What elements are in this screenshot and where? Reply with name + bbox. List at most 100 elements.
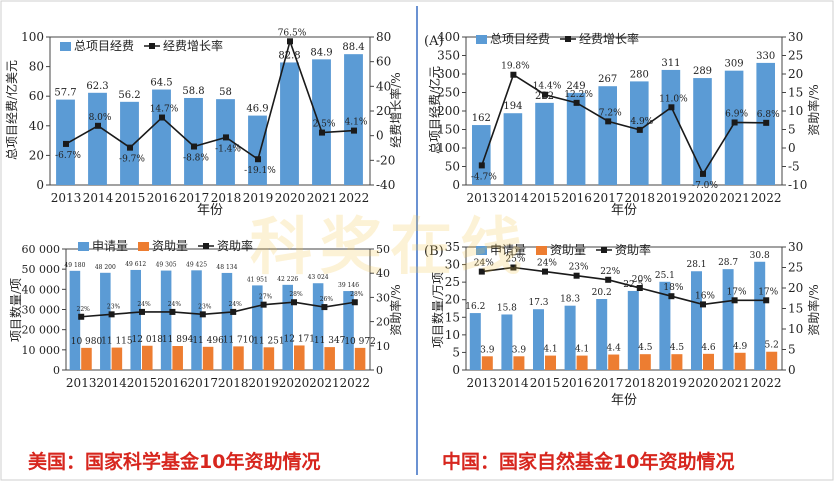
rate-marker [255, 156, 261, 163]
left-tick-label: 40 [29, 119, 44, 133]
bar-value-label: 43 024 [308, 274, 329, 281]
legend-label: 经费增长率 [579, 31, 639, 46]
bar-value-label: 4.9 [733, 342, 748, 352]
bar [172, 346, 183, 370]
rate-marker [542, 91, 548, 98]
bar-value-label: 330 [756, 51, 775, 62]
left-tick-label: 10 000 [22, 344, 61, 357]
rate-value-label: -1.4% [215, 144, 241, 154]
x-axis-title: 年份 [197, 203, 223, 218]
bar-value-label: 5.2 [765, 341, 779, 351]
x-tick-label: 2014 [83, 191, 114, 205]
legend-label: 资助率 [615, 242, 651, 257]
x-tick-label: 2015 [127, 376, 158, 390]
left-tick-label: 40 000 [22, 283, 61, 296]
right-tick-label: 40 [376, 267, 390, 280]
legend-line-marker [601, 247, 607, 253]
right-tick-label: -20 [376, 153, 395, 167]
left-tick-label: 10 [445, 328, 460, 342]
y-axis-right-title: 经费增长率/% [388, 72, 403, 147]
bar-value-label: 311 [661, 58, 680, 69]
x-tick-label: 2020 [279, 376, 310, 390]
rate-marker [478, 268, 485, 275]
left-tick-label: 20 000 [22, 324, 61, 337]
rate-value-label: -6.7% [55, 151, 81, 161]
x-tick-label: 2017 [593, 376, 624, 390]
bar-value-label: 3.9 [480, 345, 495, 355]
x-tick-label: 2020 [688, 191, 719, 205]
bar [88, 92, 107, 185]
rate-marker [605, 276, 612, 283]
caption-us: 美国：国家科学基金10年资助情况 [28, 451, 321, 473]
bar [233, 346, 244, 370]
panel-label: (B) [424, 244, 444, 259]
bar [661, 69, 681, 185]
right-tick-label: 20 [376, 316, 390, 329]
rate-marker [139, 308, 145, 315]
legend-label: 资助量 [550, 243, 586, 257]
y-axis-right-title: 资助率/% [806, 84, 821, 135]
rate-value-label: 17% [727, 287, 747, 297]
bar-value-label: 4.5 [638, 343, 653, 353]
bar [501, 314, 513, 370]
rate-marker [319, 129, 325, 136]
bar [69, 270, 81, 370]
x-tick-label: 2014 [498, 376, 529, 390]
left-tick-label: 0 [53, 364, 60, 377]
bar-value-label: 11 496 [192, 336, 224, 346]
x-tick-label: 2018 [625, 191, 656, 205]
rate-value-label: 25% [505, 255, 525, 265]
legend-swatch [476, 246, 487, 255]
bar [722, 269, 734, 370]
bar-value-label: 289 [693, 66, 712, 77]
y-axis-left-title: 项目数量/项 [8, 278, 23, 342]
rate-marker [700, 170, 706, 177]
bar [216, 99, 235, 185]
bar [754, 261, 766, 370]
right-tick-label: 10 [788, 104, 803, 118]
bar [503, 113, 523, 185]
rate-value-label: 24% [229, 301, 243, 308]
left-tick-label: 200 [437, 104, 460, 118]
bar [252, 285, 263, 370]
left-tick-label: 50 [445, 160, 460, 174]
bar [248, 115, 267, 185]
rate-marker [573, 99, 580, 106]
bar-value-label: 4.1 [543, 345, 557, 355]
bar [734, 352, 746, 370]
rate-value-label: 24% [474, 259, 494, 269]
bar-value-label: 57.7 [54, 88, 76, 99]
rate-marker [731, 119, 738, 126]
bar-value-label: 18.3 [560, 295, 580, 305]
right-tick-label: 15 [788, 86, 803, 100]
caption-china: 中国：国家自然基金10年资助情况 [442, 451, 735, 473]
bar [576, 355, 588, 370]
rate-marker [478, 162, 485, 169]
bar-value-label: 84.9 [310, 47, 332, 58]
rate-value-label: 24% [168, 301, 182, 308]
bar [130, 269, 141, 370]
rate-marker [321, 304, 328, 311]
right-tick-label: 40 [376, 79, 391, 93]
bar-value-label: 58.8 [182, 86, 204, 97]
left-tick-label: 0 [452, 363, 460, 377]
bar [627, 290, 639, 370]
left-tick-label: 250 [437, 86, 460, 100]
bar [343, 291, 354, 370]
left-tick-label: 400 [437, 30, 460, 44]
bar [639, 354, 651, 370]
rate-marker [763, 297, 770, 304]
bar [120, 101, 139, 185]
bar-value-label: 56.2 [118, 90, 140, 101]
bar-value-label: 48 200 [95, 264, 116, 271]
x-tick-label: 2013 [467, 191, 498, 205]
x-axis-title: 年份 [611, 393, 637, 408]
bar [282, 284, 293, 370]
legend-swatch [476, 35, 487, 44]
left-tick-label: 60 000 [22, 243, 61, 256]
legend-line-marker [203, 243, 209, 249]
x-tick-label: 2020 [688, 376, 719, 390]
legend-label: 经费增长率 [163, 38, 223, 53]
bar-value-label: 10 972 [344, 337, 376, 347]
